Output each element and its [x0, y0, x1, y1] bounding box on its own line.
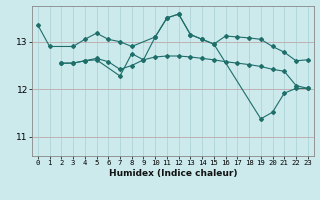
- X-axis label: Humidex (Indice chaleur): Humidex (Indice chaleur): [108, 169, 237, 178]
